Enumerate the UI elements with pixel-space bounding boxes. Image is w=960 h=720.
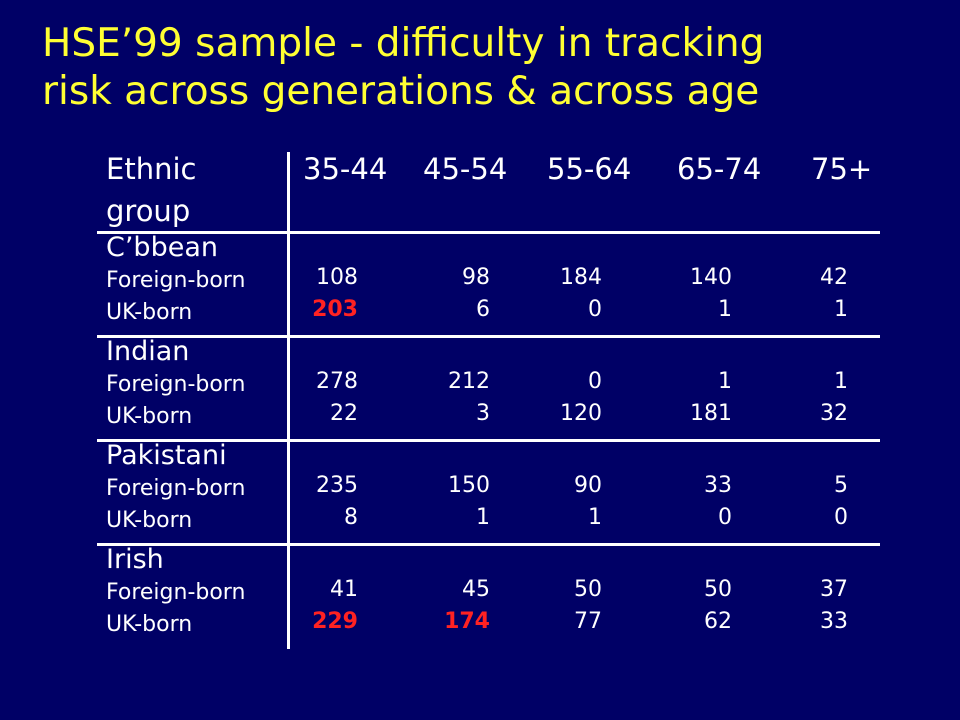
table-cell: 42 xyxy=(820,265,848,290)
table-cell: 3 xyxy=(476,401,490,426)
table-cell: 0 xyxy=(588,297,602,322)
header-age-45-54: 45-54 xyxy=(423,152,508,186)
row-label: Foreign-born xyxy=(106,476,246,501)
header-group-line-2: group xyxy=(106,194,191,228)
column-divider xyxy=(287,152,290,649)
title-line-1: HSE’99 sample - difficulty in tracking xyxy=(42,21,765,66)
table-row: 22 3 120 181 32 xyxy=(296,398,876,430)
row-separator xyxy=(97,335,880,338)
table-cell: 150 xyxy=(448,473,490,498)
header-age-55-64: 55-64 xyxy=(547,152,632,186)
table-cell: 184 xyxy=(560,265,602,290)
group-name: C’bbean xyxy=(106,232,218,263)
row-label: UK-born xyxy=(106,508,193,533)
table-cell: 181 xyxy=(690,401,732,426)
table-cell: 108 xyxy=(316,265,358,290)
header-age-65-74: 65-74 xyxy=(677,152,762,186)
table-cell: 50 xyxy=(574,577,602,602)
table-cell: 33 xyxy=(704,473,732,498)
row-label: UK-born xyxy=(106,404,193,429)
table-cell: 235 xyxy=(316,473,358,498)
row-label: Foreign-born xyxy=(106,580,246,605)
table-cell: 1 xyxy=(718,297,732,322)
row-separator xyxy=(97,543,880,546)
table-row: 41 45 50 50 37 xyxy=(296,574,876,606)
group-name: Irish xyxy=(106,544,164,575)
table-cell: 62 xyxy=(704,609,732,634)
group-name: Indian xyxy=(106,336,190,367)
row-label: Foreign-born xyxy=(106,372,246,397)
group-label-block: Irish Foreign-born UK-born xyxy=(106,543,284,641)
table-cell: 174 xyxy=(444,609,490,634)
table-cell: 212 xyxy=(448,369,490,394)
table-cell: 0 xyxy=(588,369,602,394)
group-label-block: C’bbean Foreign-born UK-born xyxy=(106,231,284,329)
header-group-line-1: Ethnic xyxy=(106,152,197,186)
table-cell: 1 xyxy=(834,369,848,394)
table-cell: 41 xyxy=(330,577,358,602)
table-cell: 5 xyxy=(834,473,848,498)
title-line-2: risk across generations & across age xyxy=(42,69,760,114)
group-label-block: Indian Foreign-born UK-born xyxy=(106,335,284,433)
table-cell: 90 xyxy=(574,473,602,498)
table-cell: 50 xyxy=(704,577,732,602)
table-cell: 77 xyxy=(574,609,602,634)
table-cell: 0 xyxy=(718,505,732,530)
table-cell: 22 xyxy=(330,401,358,426)
table-cell: 6 xyxy=(476,297,490,322)
table-cell: 37 xyxy=(820,577,848,602)
table-row: 203 6 0 1 1 xyxy=(296,294,876,326)
table-cell: 0 xyxy=(834,505,848,530)
table-cell: 33 xyxy=(820,609,848,634)
table-cell: 278 xyxy=(316,369,358,394)
table-cell: 120 xyxy=(560,401,602,426)
row-separator xyxy=(97,439,880,442)
row-label: UK-born xyxy=(106,300,193,325)
table-cell: 8 xyxy=(344,505,358,530)
table-row: 229 174 77 62 33 xyxy=(296,606,876,638)
table-cell: 229 xyxy=(312,609,358,634)
table-cell: 98 xyxy=(462,265,490,290)
table-cell: 1 xyxy=(476,505,490,530)
table-cell: 32 xyxy=(820,401,848,426)
table-row: 8 1 1 0 0 xyxy=(296,502,876,534)
slide-title: HSE’99 sample - difficulty in tracking r… xyxy=(42,20,942,116)
header-age-75plus: 75+ xyxy=(811,152,873,186)
row-separator xyxy=(97,231,880,234)
group-label-block: Pakistani Foreign-born UK-born xyxy=(106,439,284,537)
table-row: 108 98 184 140 42 xyxy=(296,262,876,294)
row-label: Foreign-born xyxy=(106,268,246,293)
group-name: Pakistani xyxy=(106,440,227,471)
table-cell: 45 xyxy=(462,577,490,602)
row-label: UK-born xyxy=(106,612,193,637)
header-age-35-44: 35-44 xyxy=(303,152,388,186)
header-ethnic-group: Ethnic group xyxy=(106,148,284,232)
table-cell: 140 xyxy=(690,265,732,290)
table-cell: 203 xyxy=(312,297,358,322)
table-cell: 1 xyxy=(588,505,602,530)
table-row: 278 212 0 1 1 xyxy=(296,366,876,398)
table-cell: 1 xyxy=(718,369,732,394)
table-row: 235 150 90 33 5 xyxy=(296,470,876,502)
table-cell: 1 xyxy=(834,297,848,322)
